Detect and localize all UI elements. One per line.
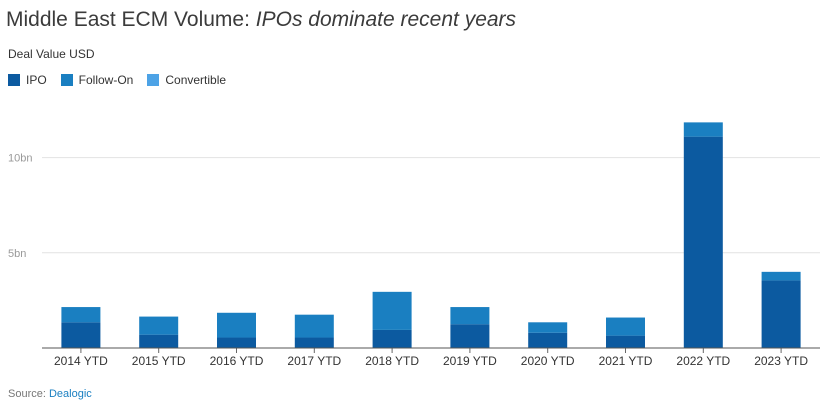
chart-title-main: Middle East ECM Volume: — [6, 8, 256, 31]
x-tick-label: 2022 YTD — [676, 354, 730, 368]
legend-label-ipo: IPO — [26, 73, 47, 87]
bar-follow-on-2022-ytd[interactable] — [683, 122, 723, 137]
bar-ipo-2015-ytd[interactable] — [139, 334, 179, 348]
x-tick-label: 2018 YTD — [365, 354, 419, 368]
bar-follow-on-2014-ytd[interactable] — [61, 307, 101, 323]
x-tick-label: 2019 YTD — [443, 354, 497, 368]
legend-label-follow-on: Follow-On — [78, 73, 134, 87]
chart-title: Middle East ECM Volume: IPOs dominate re… — [6, 8, 516, 32]
x-tick-label: 2014 YTD — [54, 354, 108, 368]
source-note: Source: Dealogic — [8, 388, 92, 400]
source-label: Source: — [8, 388, 49, 400]
legend-item-follow-on[interactable]: Follow-On — [60, 73, 134, 87]
x-tick-label: 2016 YTD — [210, 354, 264, 368]
bar-ipo-2022-ytd[interactable] — [683, 136, 723, 348]
bar-ipo-2020-ytd[interactable] — [528, 332, 568, 348]
bar-ipo-2018-ytd[interactable] — [372, 329, 412, 348]
legend-item-ipo[interactable]: IPO — [8, 73, 47, 87]
bar-follow-on-2015-ytd[interactable] — [139, 316, 179, 335]
source-link[interactable]: Dealogic — [48, 388, 92, 400]
bar-follow-on-2021-ytd[interactable] — [606, 317, 645, 336]
chart-subtitle: Deal Value USD — [8, 47, 95, 61]
bar-follow-on-2020-ytd[interactable] — [528, 322, 568, 333]
bar-ipo-2016-ytd[interactable] — [217, 337, 256, 348]
chart-title-emphasis: IPOs dominate recent years — [255, 8, 517, 31]
bar-follow-on-2017-ytd[interactable] — [294, 314, 334, 338]
x-tick-label: 2020 YTD — [521, 354, 575, 368]
bar-ipo-2021-ytd[interactable] — [606, 335, 645, 348]
bar-follow-on-2023-ytd[interactable] — [761, 271, 801, 281]
legend-swatch-convertible — [147, 74, 160, 86]
chart-legend: IPO Follow-On Convertible — [8, 73, 240, 87]
bar-follow-on-2016-ytd[interactable] — [217, 312, 256, 338]
y-tick-label: 5bn — [8, 248, 26, 260]
bar-ipo-2023-ytd[interactable] — [761, 280, 801, 348]
bar-follow-on-2018-ytd[interactable] — [372, 291, 412, 330]
legend-swatch-follow-on — [60, 74, 73, 86]
bar-ipo-2019-ytd[interactable] — [450, 324, 490, 348]
bar-ipo-2014-ytd[interactable] — [61, 322, 101, 348]
x-tick-label: 2017 YTD — [287, 354, 341, 368]
y-tick-label: 10bn — [8, 153, 32, 165]
legend-label-convertible: Convertible — [165, 73, 227, 87]
x-tick-label: 2021 YTD — [599, 354, 653, 368]
legend-item-convertible[interactable]: Convertible — [147, 73, 226, 87]
x-tick-label: 2015 YTD — [132, 354, 186, 368]
legend-swatch-ipo — [8, 74, 20, 86]
bar-follow-on-2019-ytd[interactable] — [450, 307, 490, 325]
bar-ipo-2017-ytd[interactable] — [294, 337, 334, 348]
x-tick-label: 2023 YTD — [754, 354, 808, 368]
